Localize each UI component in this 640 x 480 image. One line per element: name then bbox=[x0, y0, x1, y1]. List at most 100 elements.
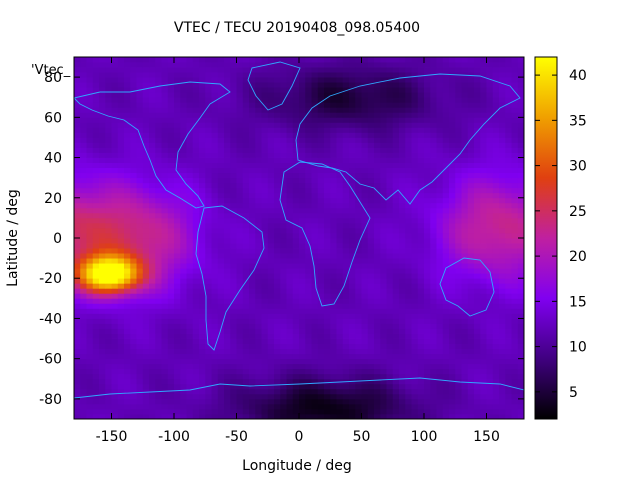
heatmap-cell bbox=[486, 293, 494, 299]
heatmap-cell bbox=[330, 283, 337, 289]
heatmap-cell bbox=[111, 353, 119, 360]
heatmap-cell bbox=[324, 363, 331, 370]
heatmap-cell bbox=[205, 97, 212, 103]
heatmap-cell bbox=[224, 358, 231, 365]
heatmap-cell bbox=[274, 358, 281, 365]
heatmap-cell bbox=[174, 243, 181, 249]
heatmap-cell bbox=[161, 222, 169, 229]
heatmap-cell bbox=[249, 197, 256, 204]
heatmap-cell bbox=[361, 338, 369, 344]
heatmap-cell bbox=[317, 127, 325, 133]
heatmap-cell bbox=[186, 152, 194, 158]
heatmap-cell bbox=[267, 273, 275, 279]
heatmap-cell bbox=[280, 283, 287, 289]
heatmap-cell bbox=[455, 288, 462, 294]
heatmap-cell bbox=[442, 227, 450, 234]
heatmap-cell bbox=[192, 368, 200, 375]
heatmap-cell bbox=[392, 398, 400, 405]
heatmap-cell bbox=[99, 353, 106, 360]
heatmap-cell bbox=[386, 187, 394, 194]
heatmap-cell bbox=[480, 243, 487, 249]
heatmap-cell bbox=[186, 122, 194, 128]
heatmap-cell bbox=[342, 413, 350, 419]
heatmap-cell bbox=[99, 253, 106, 259]
heatmap-cell bbox=[117, 383, 125, 390]
heatmap-cell bbox=[99, 273, 106, 279]
heatmap-cell bbox=[311, 313, 319, 319]
heatmap-cell bbox=[130, 82, 137, 88]
heatmap-cell bbox=[80, 127, 87, 133]
heatmap-cell bbox=[86, 413, 94, 419]
heatmap-cell bbox=[242, 303, 250, 309]
heatmap-cell bbox=[336, 87, 344, 93]
heatmap-cell bbox=[467, 72, 475, 78]
heatmap-cell bbox=[92, 182, 100, 189]
heatmap-cell bbox=[399, 323, 406, 329]
heatmap-cell bbox=[311, 243, 319, 249]
heatmap-cell bbox=[299, 142, 306, 148]
heatmap-cell bbox=[267, 303, 275, 309]
heatmap-cell bbox=[180, 137, 187, 143]
heatmap-cell bbox=[249, 77, 256, 83]
heatmap-cell bbox=[149, 413, 156, 419]
heatmap-cell bbox=[99, 408, 106, 415]
heatmap-cell bbox=[86, 172, 94, 179]
heatmap-cell bbox=[367, 308, 375, 314]
heatmap-cell bbox=[167, 348, 175, 355]
heatmap-cell bbox=[142, 167, 150, 174]
heatmap-cell bbox=[342, 82, 350, 88]
heatmap-cell bbox=[117, 283, 125, 289]
heatmap-cell bbox=[411, 353, 419, 360]
heatmap-cell bbox=[292, 268, 300, 274]
heatmap-cell bbox=[99, 92, 106, 98]
heatmap-cell bbox=[499, 343, 506, 350]
heatmap-cell bbox=[461, 112, 469, 118]
heatmap-cell bbox=[217, 167, 225, 174]
heatmap-cell bbox=[105, 363, 112, 370]
heatmap-cell bbox=[217, 258, 225, 264]
heatmap-cell bbox=[205, 227, 212, 234]
heatmap-cell bbox=[492, 288, 500, 294]
heatmap-cell bbox=[92, 97, 100, 103]
heatmap-cell bbox=[111, 408, 119, 415]
heatmap-cell bbox=[130, 298, 137, 304]
heatmap-cell bbox=[280, 313, 287, 319]
heatmap-cell bbox=[330, 368, 337, 375]
heatmap-cell bbox=[317, 308, 325, 314]
heatmap-cell bbox=[167, 167, 175, 174]
heatmap-cell bbox=[442, 117, 450, 123]
heatmap-cell bbox=[474, 92, 481, 98]
heatmap-cell bbox=[249, 358, 256, 365]
heatmap-cell bbox=[305, 368, 312, 375]
heatmap-cell bbox=[430, 328, 437, 334]
heatmap-cell bbox=[336, 97, 344, 103]
heatmap-cell bbox=[361, 298, 369, 304]
heatmap-cell bbox=[330, 102, 337, 108]
heatmap-cell bbox=[105, 157, 112, 163]
heatmap-cell bbox=[399, 348, 406, 355]
heatmap-cell bbox=[280, 197, 287, 204]
heatmap-cell bbox=[411, 243, 419, 249]
heatmap-cell bbox=[117, 132, 125, 138]
heatmap-cell bbox=[230, 323, 237, 329]
heatmap-cell bbox=[499, 192, 506, 199]
heatmap-cell bbox=[480, 408, 487, 415]
heatmap-cell bbox=[299, 117, 306, 123]
heatmap-cell bbox=[86, 142, 94, 148]
heatmap-cell bbox=[124, 217, 131, 224]
heatmap-cell bbox=[136, 253, 144, 259]
heatmap-cell bbox=[492, 82, 500, 88]
heatmap-cell bbox=[230, 112, 237, 118]
heatmap-cell bbox=[349, 157, 356, 163]
heatmap-cell bbox=[249, 393, 256, 400]
heatmap-cell bbox=[124, 283, 131, 289]
heatmap-cell bbox=[474, 278, 481, 284]
heatmap-cell bbox=[367, 253, 375, 259]
heatmap-cell bbox=[124, 182, 131, 189]
heatmap-cell bbox=[436, 132, 444, 138]
heatmap-cell bbox=[74, 92, 81, 98]
heatmap-cell bbox=[155, 87, 162, 93]
heatmap-cell bbox=[124, 308, 131, 314]
heatmap-cell bbox=[211, 142, 219, 148]
heatmap-cell bbox=[242, 338, 250, 344]
